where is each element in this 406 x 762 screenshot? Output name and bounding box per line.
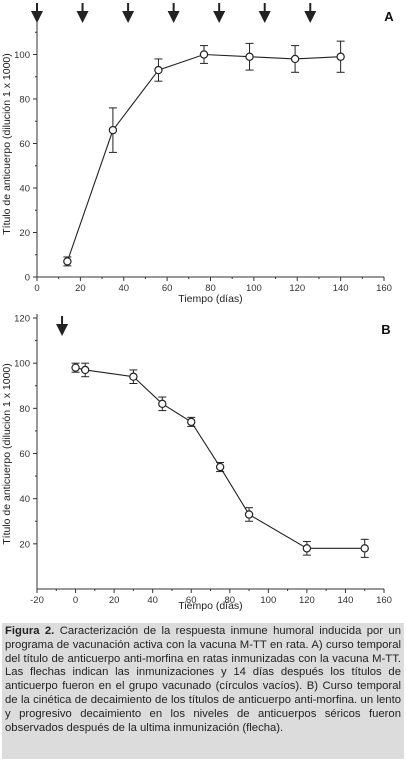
data-point (302, 544, 312, 553)
chart-panel-a: 0 20 40 60 80 100 120 140 160 0 20 40 60 80 100 Tiempo … (1, 3, 394, 305)
x-tick-label: 80 (205, 283, 216, 294)
y-tick-label: 60 (19, 449, 30, 460)
x-tick-label: 0 (34, 283, 39, 294)
data-point (290, 54, 300, 64)
data-point (199, 50, 209, 59)
figure-charts: 0 20 40 60 80 100 120 140 160 0 20 40 60 80 100 Tiempo … (1, 3, 394, 613)
x-tick-label: 140 (338, 595, 354, 606)
x-tick-label: 20 (75, 283, 86, 294)
figure-caption: Figura 2. Caracterización de la respuest… (2, 623, 404, 759)
data-point (336, 52, 345, 61)
caption-paragraph: Figura 2. Caracterización de la respuest… (5, 625, 401, 735)
y-tick-label: 100 (14, 359, 30, 370)
data-point (245, 52, 254, 61)
data-point (158, 399, 167, 409)
x-tick-label: 20 (109, 595, 120, 606)
y-tick-label: 80 (19, 95, 30, 106)
data-point (187, 417, 196, 427)
y-axis-title: Título de anticuerpo (dilución 1 x 1000) (1, 53, 13, 235)
x-axis-title: Tiempo (días) (178, 293, 242, 305)
y-tick-label: 40 (19, 494, 30, 505)
y-axis-title: Título de anticuerpo (dilución 1 x 1000) (1, 363, 13, 545)
data-point (80, 365, 90, 375)
x-tick-label: 0 (73, 595, 78, 606)
x-tick-label: 140 (333, 283, 349, 294)
data-point (129, 372, 138, 381)
y-tick-label: 40 (19, 184, 30, 195)
x-axis-title: Tiempo (días) (178, 600, 242, 612)
x-tick-label: 160 (376, 595, 392, 606)
x-tick-label: 60 (162, 283, 173, 294)
y-tick-label: 20 (19, 228, 30, 239)
x-tick-label: -20 (30, 595, 44, 606)
panel-letter: B (381, 322, 390, 337)
y-tick-label: 0 (25, 273, 30, 284)
x-tick-label: 100 (246, 283, 262, 294)
series-line (75, 367, 365, 549)
y-tick-label: 60 (19, 139, 30, 150)
data-point (244, 510, 254, 519)
y-tick-label: 120 (14, 314, 30, 325)
data-point (360, 544, 369, 553)
caption-body: Caracterización de la respuesta inmune h… (5, 625, 401, 734)
x-tick-label: 40 (147, 595, 158, 606)
data-point (71, 363, 80, 372)
y-tick-label: 100 (14, 50, 30, 61)
data-point (154, 65, 163, 75)
x-tick-label: 160 (376, 283, 392, 294)
x-tick-label: 80 (224, 595, 235, 606)
x-tick-label: 40 (118, 283, 129, 294)
x-tick-label: 120 (289, 283, 305, 294)
caption-label: Figura 2. (5, 625, 55, 637)
panel-letter: A (384, 9, 394, 24)
x-tick-label: 100 (260, 595, 276, 606)
chart-panel-b: -20 0 20 40 60 80 100 120 140 160 20 40 60 80 100 120 Ti… (1, 314, 392, 613)
data-point (215, 462, 225, 472)
data-point (63, 257, 72, 266)
x-tick-label: 60 (186, 595, 197, 606)
y-tick-label: 80 (19, 404, 30, 415)
x-tick-label: 120 (299, 595, 315, 606)
y-tick-label: 20 (19, 539, 30, 550)
data-point (108, 125, 118, 135)
series-line (66, 53, 341, 262)
